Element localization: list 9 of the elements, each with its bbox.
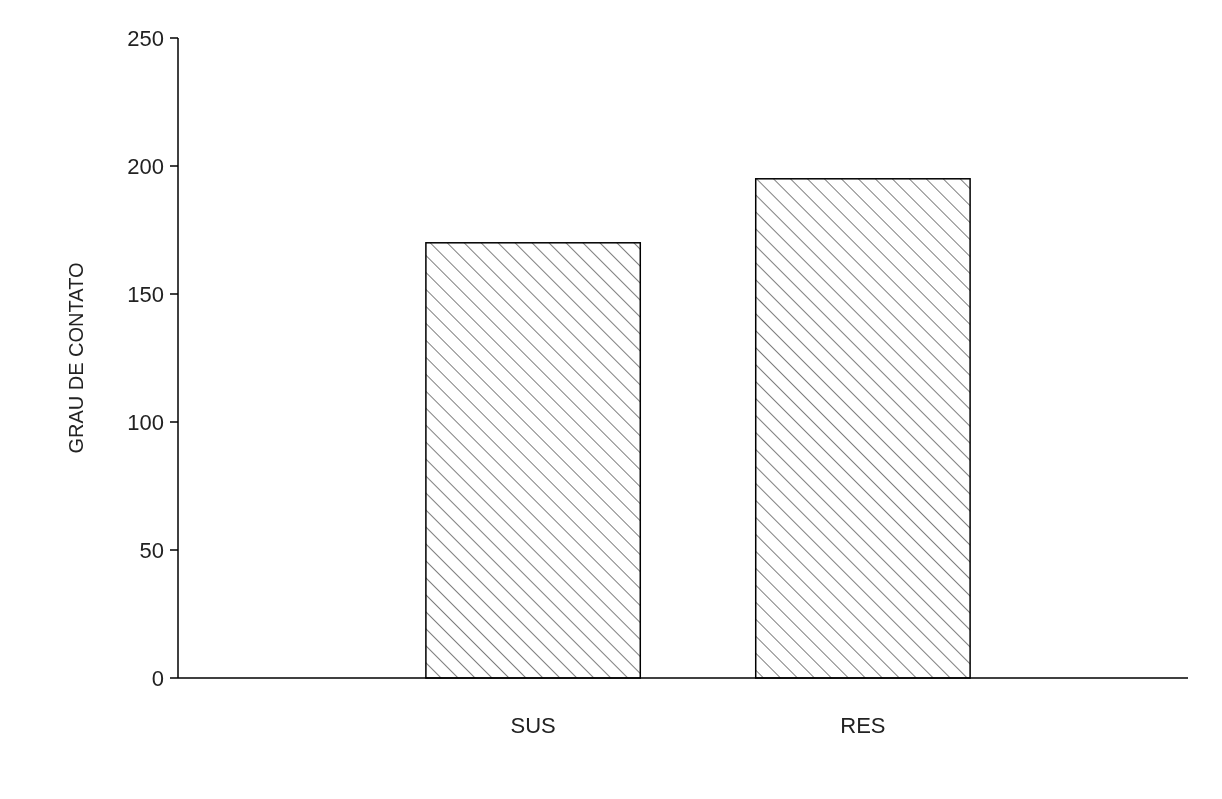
y-tick-label: 250 [127, 25, 164, 51]
y-tick-label: 100 [127, 409, 164, 435]
x-tick-label: RES [840, 713, 886, 738]
y-tick-label: 0 [151, 665, 164, 691]
x-tick-label: SUS [510, 713, 556, 738]
y-tick-label: 200 [127, 153, 164, 179]
y-tick-label: 150 [127, 281, 164, 307]
y-tick-label: 50 [139, 537, 164, 563]
y-axis-title: GRAU DE CONTATO [65, 262, 87, 454]
